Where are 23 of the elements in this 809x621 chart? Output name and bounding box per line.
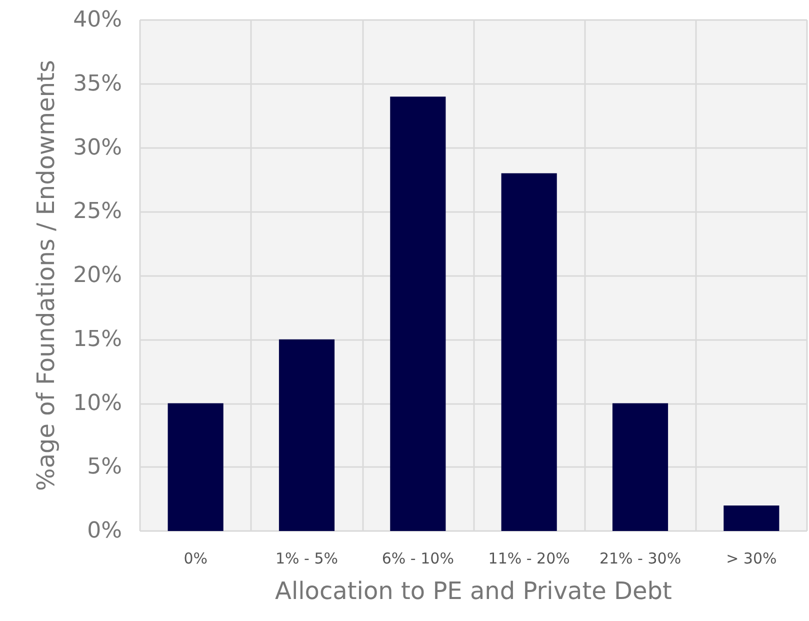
x-tick-label: 1% - 5%: [275, 550, 338, 568]
x-tick-label: > 30%: [726, 550, 777, 568]
y-tick-label: 20%: [73, 263, 122, 288]
bar: [278, 339, 335, 531]
bar: [724, 505, 780, 531]
y-tick-label: 15%: [73, 326, 122, 352]
x-tick-label: 6% - 10%: [382, 550, 454, 568]
x-tick-label: 0%: [184, 550, 208, 568]
y-axis-title: %age of Foundations / Endowments: [32, 60, 60, 491]
x-axis-title: Allocation to PE and Private Debt: [275, 577, 672, 605]
y-tick-label: 0%: [87, 518, 122, 544]
bar: [612, 403, 668, 531]
y-tick-label: 35%: [73, 71, 122, 96]
y-tick-label: 30%: [73, 135, 122, 160]
bar: [168, 403, 224, 531]
y-tick-label: 5%: [87, 454, 122, 480]
y-tick-label: 10%: [73, 390, 122, 416]
y-tick-label: 40%: [73, 8, 122, 32]
bar: [501, 173, 557, 531]
y-tick-label: 25%: [73, 199, 122, 224]
x-tick-label: 11% - 20%: [488, 550, 570, 568]
bar: [390, 96, 446, 531]
x-tick-label: 21% - 30%: [599, 550, 682, 568]
